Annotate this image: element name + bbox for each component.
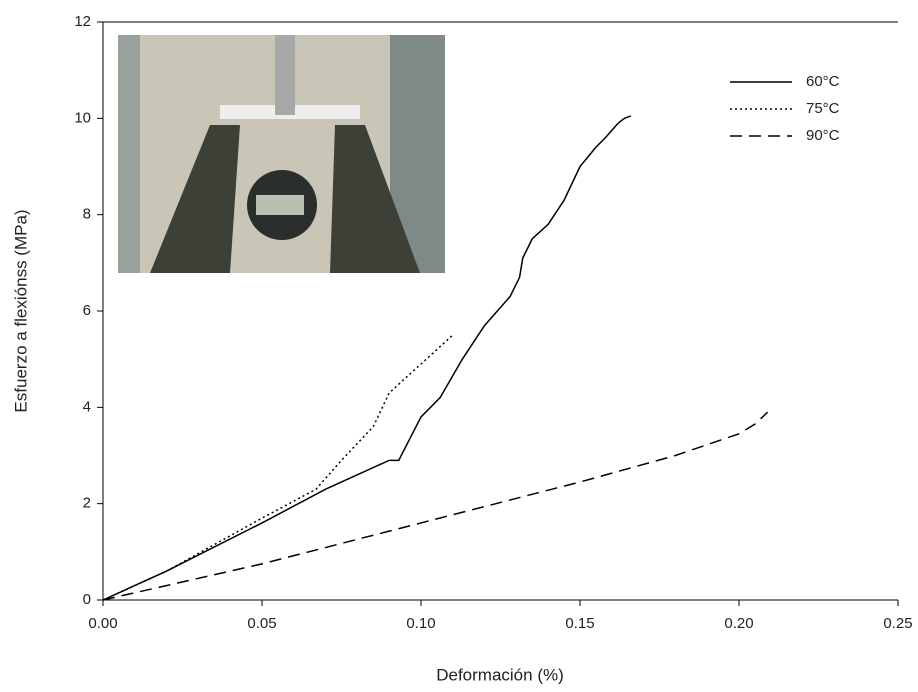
x-tick-label: 0.25 — [883, 615, 912, 632]
y-tick-label: 12 — [74, 13, 91, 30]
x-tick-label: 0.15 — [565, 615, 594, 632]
legend-label: 75°C — [806, 100, 840, 117]
y-axis-label: Esfuerzo a flexiónss (MPa) — [11, 209, 30, 412]
y-tick-label: 6 — [83, 302, 91, 319]
y-tick-label: 0 — [83, 591, 91, 608]
x-tick-label: 0.20 — [724, 615, 753, 632]
y-tick-label: 8 — [83, 206, 91, 223]
y-tick-label: 4 — [83, 398, 91, 415]
series-line — [102, 334, 454, 601]
x-tick-label: 0.10 — [406, 615, 435, 632]
y-tick-label: 10 — [74, 109, 91, 126]
series-line — [102, 411, 769, 601]
legend-label: 60°C — [806, 73, 840, 90]
y-tick-label: 2 — [83, 495, 91, 512]
inset-photo — [118, 35, 445, 273]
x-tick-label: 0.05 — [247, 615, 276, 632]
x-tick-label: 0.00 — [88, 615, 117, 632]
series-line — [102, 115, 632, 601]
legend-label: 90°C — [806, 127, 840, 144]
x-axis-label: Deformación (%) — [436, 665, 564, 684]
